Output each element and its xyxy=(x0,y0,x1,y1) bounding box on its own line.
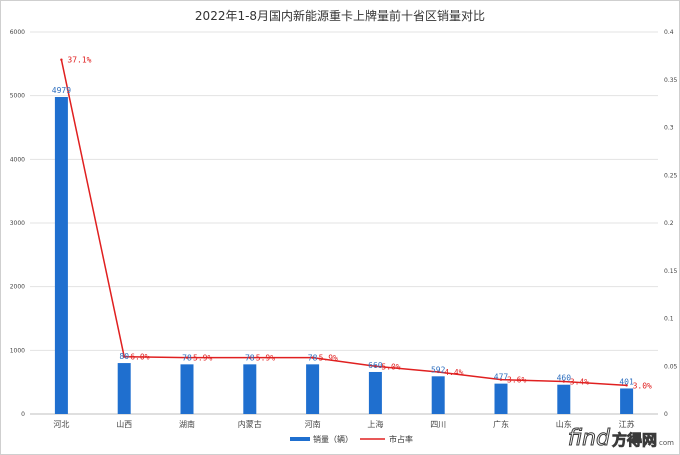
share-value-label: 5.9% xyxy=(319,354,338,363)
bar-value-label: 592 xyxy=(431,365,446,374)
bar xyxy=(494,383,508,414)
share-point xyxy=(625,384,628,387)
share-value-label: 3.0% xyxy=(633,381,652,390)
share-value-label: 6.0% xyxy=(130,353,149,362)
y-axis-left: 0 1000 2000 3000 4000 5000 6000 xyxy=(10,29,25,418)
x-category-label: 四川 xyxy=(430,420,446,429)
bar-value-label: 80 xyxy=(119,352,129,361)
bar-value-label: 4979 xyxy=(52,86,71,95)
bar xyxy=(306,364,320,414)
legend-line-label: 市占率 xyxy=(389,434,413,444)
bar xyxy=(180,364,194,414)
y-left-tick-label: 5000 xyxy=(10,93,25,100)
share-point xyxy=(123,355,126,358)
y-right-tick-label: 0.05 xyxy=(664,363,678,370)
y-left-tick-label: 6000 xyxy=(10,29,25,36)
y-right-tick-label: 0.35 xyxy=(664,77,678,84)
watermark-find-text: find xyxy=(567,426,611,452)
y-right-tick-label: 0.3 xyxy=(664,125,674,132)
bar xyxy=(117,363,131,414)
x-category-label: 河南 xyxy=(305,419,321,429)
watermark-domain-text: com xyxy=(659,439,674,447)
y-left-tick-label: 3000 xyxy=(10,220,25,227)
share-point xyxy=(248,356,251,359)
bar xyxy=(368,371,382,414)
share-value-label: 5.9% xyxy=(193,354,212,363)
share-value-label: 3.6% xyxy=(507,376,526,385)
y-left-tick-label: 4000 xyxy=(10,156,25,163)
share-point xyxy=(311,356,314,359)
x-category-label: 山西 xyxy=(116,419,132,429)
line-series xyxy=(60,58,628,387)
bar-value-label: 78 xyxy=(308,353,318,362)
share-value-label: 3.4% xyxy=(570,378,589,387)
data-labels: 4979 80 78 78 78 660 592 477 460 401 37.1% 6.0% 5.9%… xyxy=(52,56,652,391)
bar-value-label: 78 xyxy=(182,353,192,362)
bar-value-label: 660 xyxy=(368,361,383,370)
y-right-tick-label: 0.2 xyxy=(664,220,674,227)
y-right-tick-label: 0.15 xyxy=(664,268,678,275)
bar-value-label: 460 xyxy=(557,374,572,383)
y-right-tick-label: 0.25 xyxy=(664,172,678,179)
y-right-tick-label: 0.1 xyxy=(664,316,674,323)
legend-bar-label: 销量（辆） xyxy=(313,434,353,444)
y-left-tick-label: 1000 xyxy=(10,347,25,354)
x-category-label: 江苏 xyxy=(619,419,635,429)
watermark-cn-text: 方得网 xyxy=(612,431,658,450)
y-left-tick-label: 0 xyxy=(21,411,25,418)
x-axis-categories: 河北 山西 湖南 内蒙古 河南 上海 四川 广东 山东 江苏 xyxy=(53,419,634,429)
share-point xyxy=(60,58,63,61)
chart-title: 2022年1-8月国内新能源重卡上牌量前十省区销量对比 xyxy=(195,8,485,23)
share-point xyxy=(499,378,503,381)
share-value-label: 37.1% xyxy=(67,56,91,65)
legend: 销量（辆） 市占率 xyxy=(290,434,413,444)
x-category-label: 上海 xyxy=(367,419,383,429)
share-value-label: 4.4% xyxy=(444,368,463,377)
x-category-label: 湖南 xyxy=(179,419,195,429)
share-point xyxy=(437,370,440,374)
bar-value-label: 401 xyxy=(619,377,634,386)
bar-value-label: 477 xyxy=(494,373,509,382)
x-category-label: 山东 xyxy=(556,419,572,429)
bar xyxy=(243,364,257,414)
x-category-label: 广东 xyxy=(493,419,509,429)
legend-bar-swatch xyxy=(290,437,310,441)
share-point xyxy=(374,365,377,368)
y-left-tick-label: 2000 xyxy=(10,284,25,291)
y-right-tick-label: 0 xyxy=(664,411,668,418)
bar xyxy=(557,384,571,414)
bar xyxy=(431,376,445,414)
x-category-label: 河北 xyxy=(53,419,69,429)
share-point xyxy=(185,356,189,359)
bar xyxy=(620,388,634,414)
bar-value-label: 78 xyxy=(245,353,255,362)
share-line xyxy=(60,59,627,387)
x-category-label: 内蒙古 xyxy=(238,419,262,429)
bar xyxy=(54,97,68,415)
y-axis-right: 0 0.05 0.1 0.15 0.2 0.25 0.3 0.35 0.4 xyxy=(664,29,678,418)
share-point xyxy=(562,380,565,383)
share-value-label: 5.9% xyxy=(256,354,275,363)
share-value-label: 5.0% xyxy=(381,362,400,371)
bar-series xyxy=(54,97,634,415)
y-right-tick-label: 0.4 xyxy=(664,29,674,36)
gridlines xyxy=(30,31,658,415)
watermark-logo: find 方得网 com xyxy=(567,426,674,452)
